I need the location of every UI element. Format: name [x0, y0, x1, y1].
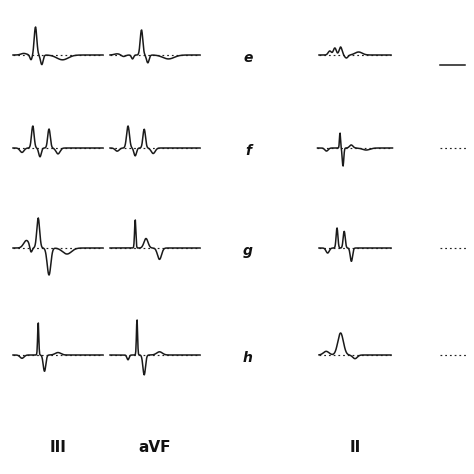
Text: III: III	[50, 440, 66, 456]
Text: II: II	[349, 440, 361, 456]
Text: f: f	[245, 144, 251, 158]
Text: g: g	[243, 244, 253, 258]
Text: aVF: aVF	[139, 440, 171, 456]
Text: e: e	[243, 51, 253, 65]
Text: h: h	[243, 351, 253, 365]
